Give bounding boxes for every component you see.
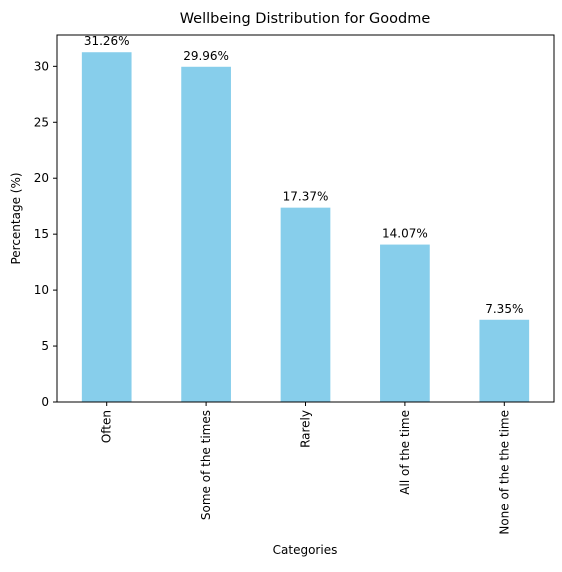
bar-value-label: 29.96% bbox=[183, 49, 229, 63]
y-axis-label: Percentage (%) bbox=[9, 172, 23, 264]
chart-title: Wellbeing Distribution for Goodme bbox=[180, 11, 431, 27]
y-tick-label: 15 bbox=[34, 227, 49, 241]
bar bbox=[181, 66, 231, 403]
y-tick-label: 20 bbox=[34, 171, 49, 185]
plot-frame bbox=[56, 34, 555, 403]
bar-labels-group: 31.26% 29.96% 17.37% 14.07% 7.35% bbox=[84, 34, 524, 316]
y-tick-label: 5 bbox=[41, 339, 49, 353]
bar bbox=[81, 52, 132, 402]
x-axis: Often Some of the times Rarely All of the t… bbox=[100, 402, 511, 535]
bar bbox=[479, 319, 530, 402]
y-tick-label: 10 bbox=[34, 283, 49, 297]
y-axis: 0 5 10 15 20 25 30 bbox=[34, 59, 57, 409]
x-axis-label: Categories bbox=[273, 543, 338, 557]
x-tick-label: Often bbox=[100, 410, 114, 443]
bar-value-label: 17.37% bbox=[283, 190, 329, 204]
y-tick-label: 30 bbox=[34, 59, 49, 73]
y-tick-label: 0 bbox=[41, 395, 49, 409]
bar-value-label: 31.26% bbox=[84, 34, 130, 48]
bar-value-label: 7.35% bbox=[485, 302, 523, 316]
bar bbox=[280, 207, 331, 402]
x-tick-label: Rarely bbox=[299, 410, 313, 448]
x-tick-label: All of the time bbox=[398, 410, 412, 495]
bar bbox=[380, 244, 430, 402]
x-tick-label: Some of the times bbox=[199, 410, 213, 520]
y-tick-label: 25 bbox=[34, 115, 49, 129]
bars-group bbox=[81, 52, 530, 403]
bar-value-label: 14.07% bbox=[382, 227, 428, 241]
x-tick-label: None of the the time bbox=[497, 410, 511, 535]
